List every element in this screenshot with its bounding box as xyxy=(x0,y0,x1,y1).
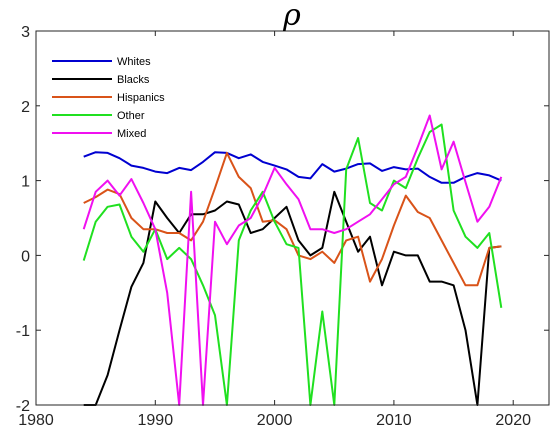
series-line-whites xyxy=(83,151,502,184)
series-line-blacks xyxy=(83,190,502,406)
legend-label-mixed: Mixed xyxy=(117,128,146,140)
series-line-hispanics xyxy=(83,151,502,287)
y-tick-label: 2 xyxy=(21,99,30,116)
y-tick-label: 1 xyxy=(21,174,30,191)
y-tick-label: -2 xyxy=(16,398,30,415)
y-tick-label: 0 xyxy=(21,248,30,265)
legend-label-whites: Whites xyxy=(117,56,151,68)
x-tick-label: 2020 xyxy=(495,412,531,429)
legend-label-hispanics: Hispanics xyxy=(117,92,165,104)
legend-label-blacks: Blacks xyxy=(117,74,150,86)
x-tick-label: 1980 xyxy=(18,412,54,429)
legend-box xyxy=(40,40,205,140)
series-lines xyxy=(82,114,503,406)
y-tick-label: 3 xyxy=(21,24,30,41)
x-tick-label: 2000 xyxy=(257,412,293,429)
chart-title: ρ xyxy=(282,0,301,33)
axis-ticks: 1980 1990 2000 2010 2020 -2 -1 0 1 2 3 xyxy=(16,24,549,429)
x-tick-label: 2010 xyxy=(376,412,412,429)
y-tick-label: -1 xyxy=(16,323,30,340)
series-line-other xyxy=(82,123,503,406)
x-tick-label: 1990 xyxy=(138,412,174,429)
plot-frame xyxy=(35,30,550,406)
legend: Whites Blacks Hispanics Other Mixed xyxy=(40,40,205,140)
legend-label-other: Other xyxy=(117,110,145,122)
series-line-mixed xyxy=(82,114,503,406)
